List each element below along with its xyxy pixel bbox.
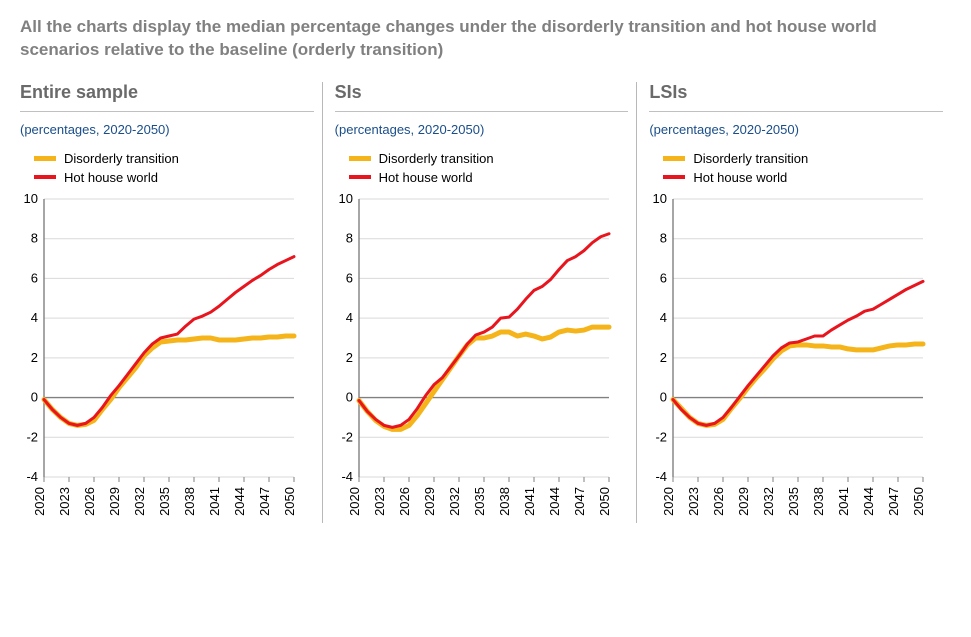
y-tick-label: 10 <box>653 193 667 206</box>
x-tick-label: 2026 <box>82 487 97 516</box>
legend-label: Hot house world <box>693 170 787 185</box>
legend-label: Hot house world <box>379 170 473 185</box>
y-tick-label: -2 <box>341 429 353 444</box>
y-tick-label: -4 <box>341 469 353 484</box>
panel-title: Entire sample <box>20 82 314 112</box>
x-tick-label: 2044 <box>547 487 562 516</box>
x-tick-label: 2038 <box>182 487 197 516</box>
chart-holder: -4 -2 0 2 4 6 8 10 2020 2023 2026 2029 2032 2035 2038 2… <box>335 193 629 523</box>
y-tick-label: 8 <box>345 231 352 246</box>
series-disorderly <box>359 327 609 429</box>
x-tick-label: 2038 <box>811 487 826 516</box>
y-tick-label: 4 <box>345 310 352 325</box>
y-tick-label: 8 <box>660 231 667 246</box>
legend-item: Hot house world <box>663 170 943 185</box>
x-tick-label: 2029 <box>736 487 751 516</box>
x-tick-label: 2023 <box>57 487 72 516</box>
y-tick-label: 8 <box>31 231 38 246</box>
x-tick-label: 2020 <box>661 487 676 516</box>
legend-label: Disorderly transition <box>693 151 808 166</box>
x-tick-label: 2032 <box>761 487 776 516</box>
main-title: All the charts display the median percen… <box>20 16 951 62</box>
x-tick-label: 2023 <box>686 487 701 516</box>
x-tick-label: 2041 <box>836 487 851 516</box>
y-tick-label: 0 <box>345 389 352 404</box>
legend: Disorderly transition Hot house world <box>20 151 314 185</box>
panel-sis: SIs (percentages, 2020-2050) Disorderly tr… <box>322 82 637 523</box>
legend-label: Disorderly transition <box>64 151 179 166</box>
x-tick-label: 2029 <box>422 487 437 516</box>
y-tick-label: 2 <box>345 350 352 365</box>
legend-item: Hot house world <box>349 170 629 185</box>
x-tick-label: 2023 <box>372 487 387 516</box>
legend-item: Disorderly transition <box>34 151 314 166</box>
x-tick-label: 2050 <box>282 487 297 516</box>
y-tick-label: -4 <box>656 469 668 484</box>
legend-swatch <box>663 175 685 179</box>
panel-title: SIs <box>335 82 629 112</box>
y-tick-label: 6 <box>345 270 352 285</box>
chart-holder: -4 -2 0 2 4 6 8 10 2020 2023 2026 2029 2032 2035 2038 2… <box>20 193 314 523</box>
x-tick-label: 2050 <box>597 487 612 516</box>
x-tick-label: 2032 <box>132 487 147 516</box>
panel-lsis: LSIs (percentages, 2020-2050) Disorderly t… <box>636 82 951 523</box>
chart: -4 -2 0 2 4 6 8 10 2020 2023 2026 2029 2032 2035 2038 2… <box>649 193 929 523</box>
x-tick-label: 2044 <box>232 487 247 516</box>
x-tick-label: 2044 <box>861 487 876 516</box>
chart-holder: -4 -2 0 2 4 6 8 10 2020 2023 2026 2029 2032 2035 2038 2… <box>649 193 943 523</box>
x-tick-label: 2026 <box>711 487 726 516</box>
series-hothouse <box>673 281 923 425</box>
x-tick-label: 2041 <box>207 487 222 516</box>
y-tick-label: 10 <box>24 193 38 206</box>
y-tick-label: 2 <box>660 350 667 365</box>
y-tick-label: 0 <box>660 389 667 404</box>
y-tick-label: 6 <box>660 270 667 285</box>
legend-swatch <box>34 175 56 179</box>
legend-item: Disorderly transition <box>349 151 629 166</box>
chart: -4 -2 0 2 4 6 8 10 2020 2023 2026 2029 2032 2035 2038 2… <box>20 193 300 523</box>
x-tick-label: 2020 <box>32 487 47 516</box>
legend-label: Disorderly transition <box>379 151 494 166</box>
legend-swatch <box>349 175 371 179</box>
y-tick-label: -2 <box>656 429 668 444</box>
panel-entire-sample: Entire sample (percentages, 2020-2050) Dis… <box>20 82 322 523</box>
panels-container: Entire sample (percentages, 2020-2050) Dis… <box>20 82 951 523</box>
legend-swatch <box>34 156 56 161</box>
y-tick-label: 10 <box>338 193 352 206</box>
panel-subtitle: (percentages, 2020-2050) <box>335 122 629 137</box>
x-tick-label: 2026 <box>397 487 412 516</box>
x-tick-label: 2041 <box>522 487 537 516</box>
legend-swatch <box>663 156 685 161</box>
x-tick-label: 2047 <box>572 487 587 516</box>
x-tick-label: 2035 <box>786 487 801 516</box>
x-tick-label: 2035 <box>157 487 172 516</box>
x-tick-label: 2047 <box>886 487 901 516</box>
x-tick-label: 2029 <box>107 487 122 516</box>
legend-item: Hot house world <box>34 170 314 185</box>
x-tick-label: 2020 <box>347 487 362 516</box>
y-tick-label: 4 <box>660 310 667 325</box>
x-tick-label: 2047 <box>257 487 272 516</box>
y-tick-label: 2 <box>31 350 38 365</box>
series-disorderly <box>673 344 923 425</box>
panel-subtitle: (percentages, 2020-2050) <box>20 122 314 137</box>
y-tick-label: -2 <box>26 429 38 444</box>
y-tick-label: -4 <box>26 469 38 484</box>
panel-subtitle: (percentages, 2020-2050) <box>649 122 943 137</box>
legend-swatch <box>349 156 371 161</box>
chart: -4 -2 0 2 4 6 8 10 2020 2023 2026 2029 2032 2035 2038 2… <box>335 193 615 523</box>
y-tick-label: 0 <box>31 389 38 404</box>
panel-title: LSIs <box>649 82 943 112</box>
y-tick-label: 6 <box>31 270 38 285</box>
legend: Disorderly transition Hot house world <box>649 151 943 185</box>
legend-item: Disorderly transition <box>663 151 943 166</box>
series-disorderly <box>44 336 294 425</box>
x-tick-label: 2035 <box>472 487 487 516</box>
x-tick-label: 2050 <box>911 487 926 516</box>
y-tick-label: 4 <box>31 310 38 325</box>
legend: Disorderly transition Hot house world <box>335 151 629 185</box>
legend-label: Hot house world <box>64 170 158 185</box>
x-tick-label: 2032 <box>447 487 462 516</box>
x-tick-label: 2038 <box>497 487 512 516</box>
